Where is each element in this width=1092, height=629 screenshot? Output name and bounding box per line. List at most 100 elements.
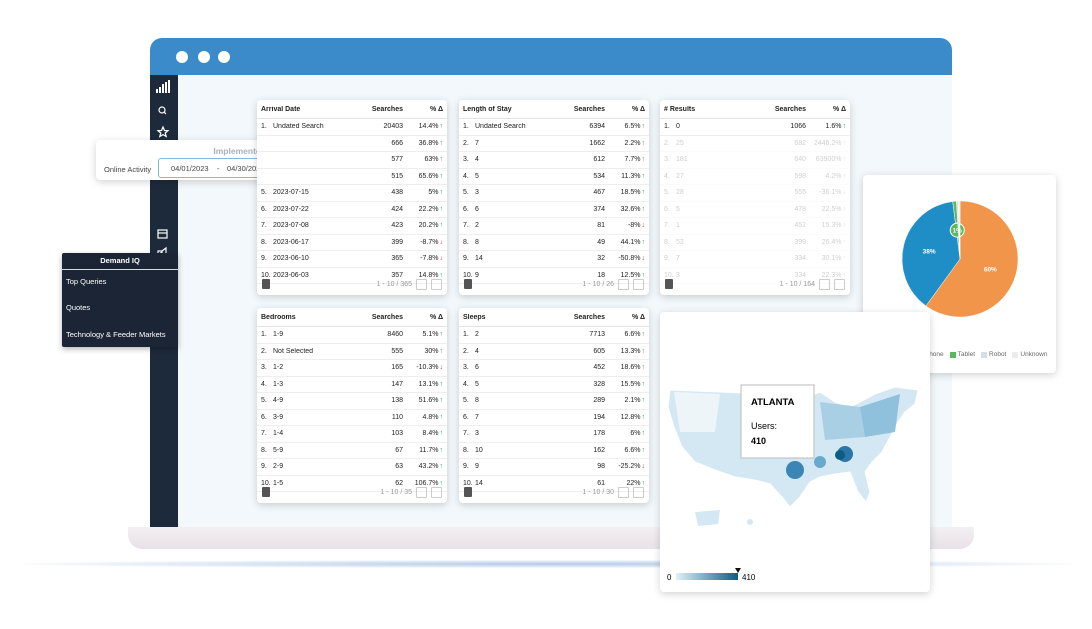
slice-label: 60%	[984, 266, 997, 273]
table-row: 5. 3 467 18.5%↑	[459, 185, 649, 202]
column-header: % Δ	[632, 313, 645, 321]
table-footer: 1 - 10 / 365	[257, 273, 447, 295]
pagination-info: 1 - 10 / 30	[582, 488, 614, 496]
menu-item[interactable]: Technology & Feeder Markets	[66, 330, 166, 339]
csv-icon[interactable]	[464, 487, 472, 497]
row-change: -25.2%↓	[605, 463, 645, 470]
laptop-shadow	[20, 560, 1075, 568]
row-searches: 374	[593, 205, 605, 213]
column-header: Searches	[774, 105, 806, 113]
table-row: 3. 181 640 63900%↑	[660, 152, 850, 169]
row-searches: 18	[597, 271, 605, 279]
prev-page[interactable]	[618, 486, 629, 498]
row-change: 6%↑	[605, 430, 645, 437]
change-arrow: ↑	[439, 347, 444, 355]
nav-icons[interactable]	[156, 106, 170, 239]
csv-icon[interactable]	[262, 279, 270, 289]
csv-icon[interactable]	[665, 279, 673, 289]
change-value: 11.3%	[621, 172, 641, 180]
table-row: 1. Undated Search 6394 6.5%↑	[459, 119, 649, 136]
row-label: 2	[475, 222, 479, 230]
change-arrow: ↑	[641, 189, 646, 197]
prev-page[interactable]	[416, 278, 427, 290]
row-label: Not Selected	[273, 347, 314, 355]
table-row: 8. 10 162 6.6%↑	[459, 443, 649, 459]
row-change: 6.5%↑	[605, 123, 645, 130]
menu-item[interactable]: Top Queries	[66, 277, 107, 286]
row-change: -50.8%↓	[605, 255, 645, 262]
row-label: 2-9	[273, 463, 284, 471]
row-label: 2023-06-10	[273, 255, 309, 263]
change-arrow: ↑	[439, 271, 444, 279]
row-change: 14.8%↑	[403, 272, 443, 279]
change-arrow: ↑	[439, 331, 444, 339]
row-rank: 1.	[664, 123, 670, 131]
prev-page[interactable]	[819, 278, 830, 290]
change-arrow: ↑	[641, 413, 646, 421]
row-rank: 2.	[261, 347, 267, 355]
change-value: 2.2%	[624, 139, 641, 147]
change-arrow: ↑	[641, 123, 646, 131]
change-arrow: ↑	[641, 364, 646, 372]
row-label: 6	[475, 205, 479, 213]
row-rank: 6.	[463, 413, 469, 421]
next-page[interactable]	[431, 486, 442, 498]
next-page[interactable]	[431, 278, 442, 290]
change-value: 5%	[428, 189, 439, 197]
table-row: 9. 2-9 63 43.2%↑	[257, 459, 447, 476]
tooltip-label: Users:	[751, 421, 777, 431]
table-row: 2. 4 605 13.3%↑	[459, 344, 649, 360]
row-searches: 103	[391, 430, 403, 438]
pie-slice	[925, 200, 1019, 318]
table-row: 577 63%↑	[257, 152, 447, 169]
change-arrow: ↓	[842, 189, 847, 197]
row-searches: 399	[391, 238, 403, 246]
row-rank: 10.	[261, 479, 271, 487]
change-value: 12.8%	[620, 413, 641, 421]
row-rank: 10.	[463, 271, 473, 279]
change-value: -50.8%	[618, 255, 641, 263]
change-arrow: ↑	[439, 123, 444, 131]
table-row: 7. 1 452 15.3%↑	[660, 218, 850, 235]
menu-item[interactable]: Quotes	[66, 303, 91, 312]
table-row: 4. 5 534 11.3%↑	[459, 169, 649, 185]
row-rank: 10.	[463, 479, 473, 487]
row-label: 1	[676, 222, 680, 230]
legend-label: Unknown	[1020, 351, 1048, 358]
row-rank: 10.	[261, 271, 271, 279]
row-searches: 424	[391, 205, 403, 213]
row-change: 15.3%↑	[806, 222, 846, 229]
table-row: 2. Not Selected 555 30%↑	[257, 344, 447, 360]
row-change: 20.2%↑	[403, 222, 443, 229]
tooltip-city: ATLANTA	[751, 397, 795, 408]
row-rank: 4.	[463, 172, 469, 180]
row-change: 4.2%↑	[806, 173, 846, 180]
change-arrow: ↑	[842, 156, 847, 164]
prev-page[interactable]	[618, 278, 629, 290]
row-label: 2023-07-22	[273, 205, 309, 213]
row-change: 5.1%↑	[403, 331, 443, 338]
table-header: Arrival Date Searches % Δ	[257, 100, 447, 119]
row-change: -8.7%↓	[403, 239, 443, 246]
row-rank: 3.	[261, 364, 267, 372]
csv-icon[interactable]	[464, 279, 472, 289]
next-page[interactable]	[834, 278, 845, 290]
column-header: Searches	[371, 313, 403, 321]
csv-icon[interactable]	[262, 487, 270, 497]
next-page[interactable]	[633, 486, 644, 498]
row-label: 2	[475, 331, 479, 339]
change-arrow: ↓	[641, 222, 646, 230]
row-label: 9	[475, 463, 479, 471]
prev-page[interactable]	[416, 486, 427, 498]
change-value: 7.7%	[624, 156, 641, 164]
next-page[interactable]	[633, 278, 644, 290]
row-rank: 9.	[664, 255, 670, 263]
row-rank: 5.	[664, 189, 670, 197]
row-searches: 6394	[589, 123, 605, 131]
row-rank: 8.	[261, 446, 267, 454]
change-arrow: ↑	[641, 430, 646, 438]
change-value: 18.6%	[620, 364, 641, 372]
change-value: 13.3%	[620, 347, 641, 355]
row-searches: 640	[794, 156, 806, 164]
legend-item: Unknown	[1012, 351, 1047, 358]
